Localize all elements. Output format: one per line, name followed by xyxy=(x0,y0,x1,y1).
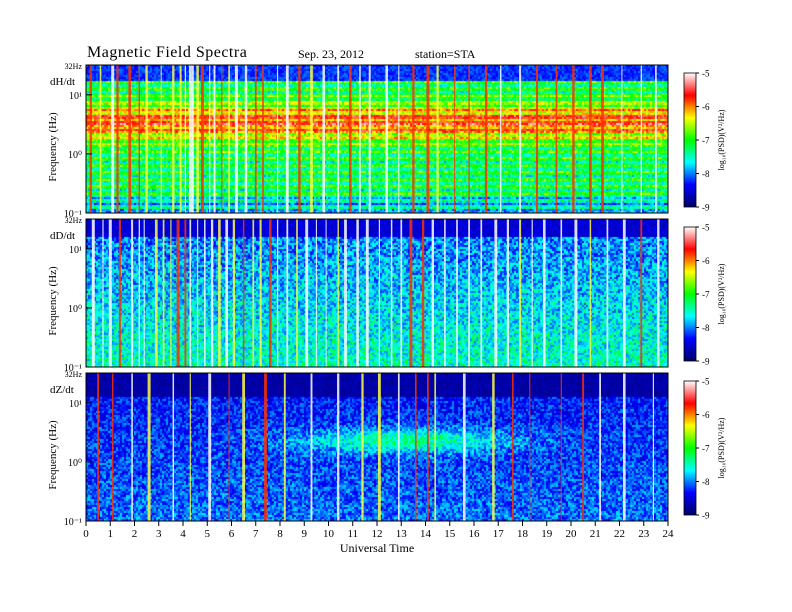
x-tick-label: 4 xyxy=(180,528,186,540)
colorbar-tick-label-dddt: -5 xyxy=(702,223,710,233)
x-tick-label: 21 xyxy=(590,528,601,540)
x-tick-label: 13 xyxy=(396,528,408,540)
x-tick-label: 7 xyxy=(253,528,259,540)
y-axis-label-dddt: Frequency (Hz) xyxy=(47,266,59,336)
colorbar-tick-label-dhdt: -5 xyxy=(702,69,710,79)
x-tick-label: 15 xyxy=(444,528,456,540)
x-axis-label: Universal Time xyxy=(340,541,414,555)
colorbar-dhdt xyxy=(683,72,697,208)
y-tick-label-dhdt: 32Hz xyxy=(65,62,83,71)
y-tick-label-dzdt: 10⁰ xyxy=(68,458,82,469)
x-tick-label: 1 xyxy=(108,528,114,540)
colorbar-tick-label-dzdt: -5 xyxy=(702,377,710,387)
y-axis-label-dhdt: Frequency (Hz) xyxy=(47,112,59,182)
colorbar-label-dzdt: log₁₀(PSD)(V²/Hz) xyxy=(717,417,726,478)
x-tick-label: 8 xyxy=(277,528,283,540)
x-tick-label: 0 xyxy=(83,528,89,540)
colorbar-tick-label-dzdt: -8 xyxy=(702,477,710,487)
x-tick-label: 2 xyxy=(132,528,138,540)
colorbar-tick-label-dzdt: -6 xyxy=(702,410,710,420)
y-tick-label-dhdt: 10¹ xyxy=(69,91,82,102)
colorbar-label-dhdt: log₁₀(PSD)(V²/Hz) xyxy=(717,109,726,170)
spectrogram-dzdt xyxy=(86,373,668,521)
y-tick-label-dddt: 10⁻¹ xyxy=(64,363,82,374)
colorbar-label-dddt: log₁₀(PSD)(V²/Hz) xyxy=(717,263,726,324)
spectrogram-dddt xyxy=(86,219,668,367)
y-tick-label-dddt: 10⁰ xyxy=(68,304,82,315)
x-tick-label: 22 xyxy=(614,528,625,540)
colorbar-tick-label-dzdt: -7 xyxy=(702,444,710,454)
colorbar-dddt xyxy=(683,226,697,362)
x-tick-label: 19 xyxy=(541,528,553,540)
colorbar-tick-label-dddt: -8 xyxy=(702,323,710,333)
colorbar-tick-label-dddt: -6 xyxy=(702,256,710,266)
colorbar-tick-label-dhdt: -9 xyxy=(702,203,710,213)
y-tick-label-dhdt: 10⁻¹ xyxy=(64,209,82,220)
y-tick-label-dzdt: 10⁻¹ xyxy=(64,517,82,528)
colorbar-tick-label-dhdt: -7 xyxy=(702,136,710,146)
panel-frame-dhdt xyxy=(85,64,669,214)
x-tick-label: 16 xyxy=(469,528,481,540)
y-tick-label-dhdt: 10⁰ xyxy=(68,150,82,161)
x-tick-label: 9 xyxy=(302,528,308,540)
figure-title: Magnetic Field Spectra xyxy=(87,44,248,61)
x-tick-label: 18 xyxy=(517,528,529,540)
y-tick-label-dddt: 10¹ xyxy=(69,245,82,256)
spectrogram-dhdt xyxy=(86,65,668,213)
date-label: Sep. 23, 2012 xyxy=(298,47,364,61)
colorbar-tick-label-dddt: -9 xyxy=(702,357,710,367)
panel-label-dzdt: dZ/dt xyxy=(50,384,74,396)
x-tick-label: 14 xyxy=(420,528,432,540)
x-tick-label: 5 xyxy=(205,528,211,540)
x-tick-label: 23 xyxy=(638,528,650,540)
x-tick-label: 6 xyxy=(229,528,235,540)
x-tick-label: 11 xyxy=(347,528,358,540)
colorbar-dzdt xyxy=(683,380,697,516)
colorbar-tick-label-dhdt: -8 xyxy=(702,169,710,179)
x-tick-label: 12 xyxy=(372,528,383,540)
y-tick-label-dzdt: 32Hz xyxy=(65,370,83,379)
y-tick-label-dzdt: 10¹ xyxy=(69,399,82,410)
panel-label-dddt: dD/dt xyxy=(50,230,75,242)
x-tick-label: 10 xyxy=(323,528,335,540)
x-tick-label: 3 xyxy=(156,528,162,540)
x-tick-label: 17 xyxy=(493,528,505,540)
station-label: station=STA xyxy=(415,47,476,61)
x-tick-label: 24 xyxy=(663,528,675,540)
colorbar-tick-label-dzdt: -9 xyxy=(702,511,710,521)
x-tick-label: 20 xyxy=(566,528,578,540)
panel-label-dhdt: dH/dt xyxy=(50,76,75,88)
y-axis-label-dzdt: Frequency (Hz) xyxy=(47,420,59,490)
colorbar-tick-label-dhdt: -6 xyxy=(702,102,710,112)
panel-frame-dddt xyxy=(85,218,669,368)
colorbar-tick-label-dddt: -7 xyxy=(702,290,710,300)
y-tick-label-dddt: 32Hz xyxy=(65,216,83,225)
